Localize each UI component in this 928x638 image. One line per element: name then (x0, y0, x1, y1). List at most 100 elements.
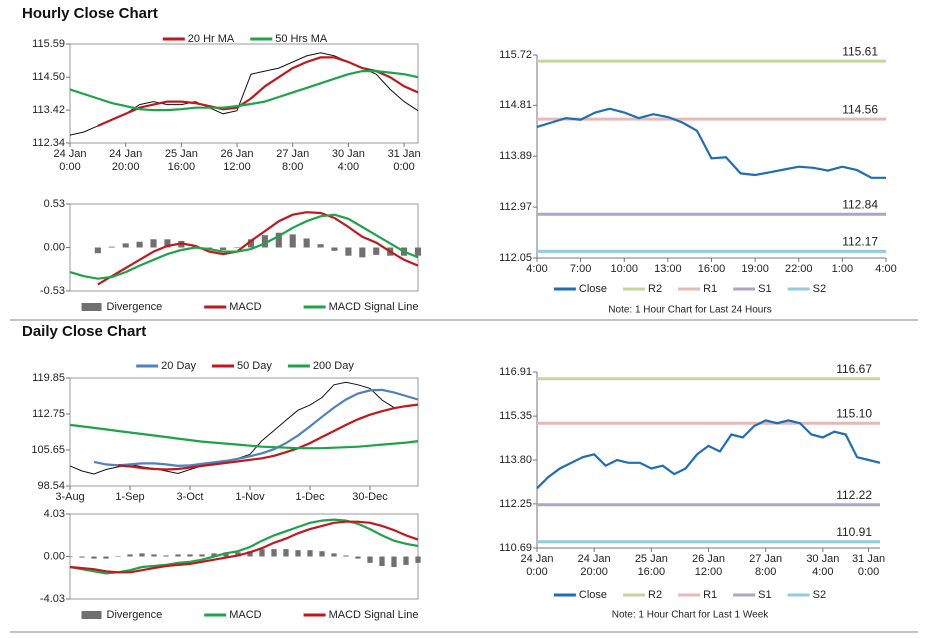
legend-label: Close (579, 589, 607, 601)
divergence-bar (211, 553, 217, 557)
divergence-bar (108, 246, 115, 248)
divergence-bar (247, 551, 253, 557)
x-tick-label: 10:00 (610, 263, 639, 275)
section-title: Daily Close Chart (22, 323, 147, 340)
series-line (69, 213, 419, 280)
y-tick-label: 0.53 (44, 198, 65, 210)
y-tick-label: 115.59 (32, 38, 65, 50)
level-label: 114.56 (842, 102, 878, 116)
legend-label: Divergence (107, 609, 163, 621)
divergence-bar (115, 556, 121, 557)
legend: Close R2 R1 S1 S2 (553, 283, 826, 295)
divergence-bar (261, 235, 268, 248)
legend-label: R2 (648, 589, 662, 601)
y-tick-label: 114.81 (499, 99, 532, 111)
x-tick-label: 16:00 (697, 263, 726, 275)
y-tick-label: 112.75 (32, 408, 65, 420)
y-tick-label: 0.00 (44, 550, 65, 562)
divergence-bar (271, 549, 277, 557)
plot-frame (69, 43, 419, 144)
x-tick-label: 19:00 (741, 263, 769, 275)
divergence-bar (307, 550, 313, 557)
divergence-bar (343, 555, 349, 557)
y-tick-label: 0.00 (44, 241, 65, 253)
legend-label: 50 Day (237, 360, 272, 372)
divergence-bar (345, 247, 352, 256)
y-tick-label: 98.54 (37, 480, 65, 492)
x-tick-label: 3-Aug (55, 491, 85, 503)
divergence-bar (247, 239, 255, 248)
divergence-bar (103, 556, 109, 559)
divergence-bar (233, 247, 241, 248)
series-line (69, 423, 419, 450)
plot-frame (69, 377, 419, 487)
section-title: Hourly Close Chart (22, 5, 158, 22)
y-tick-label: 4.03 (44, 508, 65, 520)
y-tick-label: -4.03 (40, 593, 65, 605)
divergence-bar (283, 549, 289, 557)
series-line (69, 70, 419, 112)
y-tick-label: 112.97 (499, 201, 532, 213)
series-line (69, 520, 419, 574)
legend-label: 20 Day (161, 360, 196, 372)
x-tick-label: 27 Jan 8:00 (749, 553, 783, 578)
legend-label: S1 (758, 283, 771, 295)
divergence-bar (91, 556, 97, 559)
x-tick-label: 24 Jan 0:00 (520, 553, 554, 578)
divergence-bar (67, 556, 73, 557)
divergence-bar (151, 554, 157, 557)
divergence-bar (187, 554, 193, 557)
legend-label: R2 (648, 283, 662, 295)
legend-label: S1 (758, 589, 771, 601)
x-tick-label: 25 Jan 16:00 (164, 148, 198, 173)
legend-label: S2 (813, 283, 826, 295)
x-tick-label: 31 Jan 0:00 (852, 553, 886, 578)
level-label: 112.17 (842, 235, 878, 249)
x-tick-label: 24 Jan 20:00 (109, 148, 143, 173)
legend-swatch (81, 611, 102, 619)
x-tick-label: 26 Jan 12:00 (691, 553, 726, 578)
series-line (97, 211, 419, 286)
legend-label: 200 Day (313, 360, 354, 372)
level-label: 112.22 (836, 488, 872, 502)
divergence-bar (150, 239, 157, 248)
x-tick-label: 13:00 (654, 263, 682, 275)
divergence-bar (295, 550, 301, 557)
price-line (69, 52, 419, 136)
divergence-bar (220, 247, 227, 250)
y-tick-label: 113.42 (32, 104, 65, 116)
divergence-bar (136, 241, 143, 248)
x-tick-label: 26 Jan 12:00 (220, 148, 254, 173)
legend: Divergence MACD MACD Signal Line (81, 301, 418, 313)
x-tick-label: 7:00 (569, 263, 592, 275)
x-tick-label: 1-Sep (115, 491, 145, 503)
divergence-bar (355, 556, 361, 559)
y-tick-label: 113.89 (499, 150, 532, 162)
divergence-bar (94, 247, 101, 254)
legend-label: R1 (703, 283, 717, 295)
y-tick-label: 115.72 (499, 49, 532, 61)
divergence-bar (275, 232, 282, 248)
x-tick-label: 22:00 (784, 263, 813, 275)
divergence-bar (415, 556, 421, 563)
y-tick-label: 112.05 (499, 252, 532, 264)
series-line (117, 403, 419, 471)
x-tick-label: 3-Oct (176, 491, 204, 503)
divergence-bar (367, 556, 373, 563)
legend-swatch (81, 303, 102, 311)
legend-label: MACD Signal Line (329, 609, 419, 621)
divergence-bar (122, 243, 129, 248)
y-tick-label: -0.53 (40, 285, 65, 297)
chart-note: Note: 1 Hour Chart for Last 24 Hours (608, 305, 771, 316)
divergence-bar (175, 554, 181, 557)
divergence-bar (331, 553, 337, 557)
divergence-bar (259, 549, 265, 557)
x-tick-label: 1-Nov (235, 491, 265, 503)
series-line (536, 419, 881, 490)
level-label: 110.91 (836, 525, 872, 539)
x-tick-label: 4:00 (875, 263, 897, 275)
x-tick-label: 24 Jan 20:00 (577, 553, 611, 578)
legend-label: 20 Hr MA (188, 33, 235, 45)
level-label: 116.67 (836, 362, 872, 376)
